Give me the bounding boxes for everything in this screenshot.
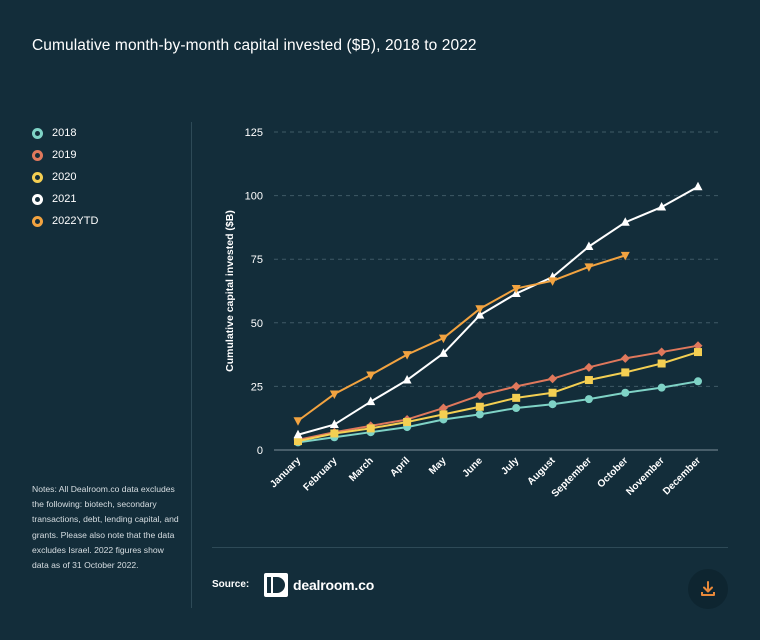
x-tick-label: August: [526, 455, 559, 488]
x-tick-label: November: [624, 455, 666, 497]
data-point-2020[interactable]: [548, 388, 557, 397]
data-point-2020[interactable]: [403, 418, 412, 427]
data-point-2022ytd[interactable]: [438, 334, 448, 344]
chart-title: Cumulative month-by-month capital invest…: [32, 37, 477, 54]
data-point-2021[interactable]: [366, 396, 376, 406]
legend-item-2021[interactable]: 2021: [32, 188, 98, 210]
legend-item-2019[interactable]: 2019: [32, 144, 98, 166]
data-point-2021[interactable]: [693, 181, 703, 191]
legend-label: 2019: [52, 149, 77, 161]
data-point-2020[interactable]: [294, 437, 302, 446]
data-point-2022ytd[interactable]: [620, 251, 630, 261]
data-point-2018[interactable]: [548, 400, 557, 409]
series-line-2022ytd: [297, 254, 626, 422]
x-tick-label: March: [347, 455, 376, 484]
x-tick-label: October: [596, 455, 631, 490]
data-point-2022ytd[interactable]: [329, 390, 339, 400]
legend-swatch: [32, 171, 43, 183]
data-point-2021[interactable]: [402, 375, 412, 384]
data-point-2022ytd[interactable]: [366, 371, 376, 380]
data-point-2022ytd[interactable]: [293, 417, 303, 426]
x-tick-label: July: [499, 455, 521, 477]
x-tick-label: June: [461, 455, 486, 480]
data-point-2022ytd[interactable]: [511, 284, 521, 294]
data-point-2020[interactable]: [475, 402, 484, 411]
data-point-2020[interactable]: [439, 410, 448, 419]
series-line-2018: [297, 380, 699, 444]
series-line-2019: [297, 344, 699, 441]
legend-swatch: [32, 127, 43, 139]
data-point-2018[interactable]: [657, 383, 666, 392]
data-point-2021[interactable]: [620, 217, 630, 226]
dealroom-logo[interactable]: dealroom.co: [264, 573, 374, 597]
x-tick-label: May: [427, 455, 449, 477]
data-point-2018[interactable]: [475, 410, 484, 419]
legend-swatch: [32, 193, 43, 205]
notes-text: Notes: All Dealroom.co data excludes the…: [32, 484, 179, 571]
legend: 2018 2019 2020 2021 2022YTD: [32, 122, 98, 232]
data-point-2020[interactable]: [694, 348, 702, 357]
dealroom-logo-icon: [264, 573, 288, 597]
data-point-2019[interactable]: [475, 390, 485, 400]
data-point-2019[interactable]: [584, 362, 594, 372]
data-point-2021[interactable]: [657, 202, 667, 211]
legend-item-2022ytd[interactable]: 2022YTD: [32, 210, 98, 232]
legend-label: 2021: [52, 193, 77, 205]
data-point-2019[interactable]: [657, 347, 667, 357]
legend-label: 2018: [52, 127, 77, 139]
legend-item-2020[interactable]: 2020: [32, 166, 98, 188]
data-point-2019[interactable]: [511, 381, 521, 391]
source-label: Source:: [212, 579, 250, 590]
data-point-2020[interactable]: [657, 359, 666, 368]
data-point-2020[interactable]: [330, 429, 339, 438]
data-point-2019[interactable]: [438, 403, 448, 413]
data-point-2022ytd[interactable]: [475, 305, 485, 314]
y-tick-label: 125: [245, 127, 263, 139]
data-point-2018[interactable]: [694, 377, 702, 386]
legend-item-2018[interactable]: 2018: [32, 122, 98, 144]
data-point-2019[interactable]: [620, 353, 630, 363]
data-point-2018[interactable]: [584, 395, 593, 404]
legend-label: 2020: [52, 171, 77, 183]
y-tick-label: 75: [251, 254, 263, 266]
data-point-2020[interactable]: [366, 424, 375, 433]
x-tick-label: December: [661, 455, 703, 497]
y-tick-label: 0: [257, 445, 263, 457]
data-point-2019[interactable]: [693, 341, 703, 351]
data-point-2022ytd[interactable]: [548, 277, 558, 286]
data-point-2021[interactable]: [475, 310, 485, 319]
data-point-2021[interactable]: [329, 419, 339, 429]
vertical-divider: [191, 122, 192, 608]
data-point-2020[interactable]: [584, 376, 593, 385]
data-point-2022ytd[interactable]: [584, 263, 594, 272]
horizontal-divider: [212, 547, 728, 548]
legend-label: 2022YTD: [52, 215, 99, 227]
data-point-2021[interactable]: [293, 429, 303, 439]
data-point-2020[interactable]: [621, 368, 630, 377]
x-tick-label: April: [388, 455, 412, 479]
x-tick-label: January: [268, 455, 303, 490]
download-icon: [701, 581, 715, 596]
y-axis-title: Cumulative capital invested ($B): [224, 210, 236, 372]
y-tick-label: 100: [245, 191, 263, 203]
data-point-2020[interactable]: [512, 393, 521, 402]
download-button[interactable]: [688, 569, 728, 609]
data-point-2021[interactable]: [584, 241, 594, 250]
data-point-2018[interactable]: [621, 388, 630, 397]
legend-swatch: [32, 149, 43, 161]
data-point-2021[interactable]: [438, 348, 448, 357]
data-point-2019[interactable]: [548, 374, 558, 384]
data-point-2018[interactable]: [512, 404, 521, 413]
series-line-2020: [297, 351, 699, 443]
x-tick-label: February: [301, 455, 339, 493]
dealroom-logo-text: dealroom.co: [293, 577, 375, 593]
data-point-2022ytd[interactable]: [402, 351, 412, 360]
y-tick-label: 25: [251, 381, 263, 393]
series-line-2021: [297, 185, 699, 436]
legend-swatch: [32, 215, 43, 227]
y-tick-label: 50: [251, 318, 263, 330]
